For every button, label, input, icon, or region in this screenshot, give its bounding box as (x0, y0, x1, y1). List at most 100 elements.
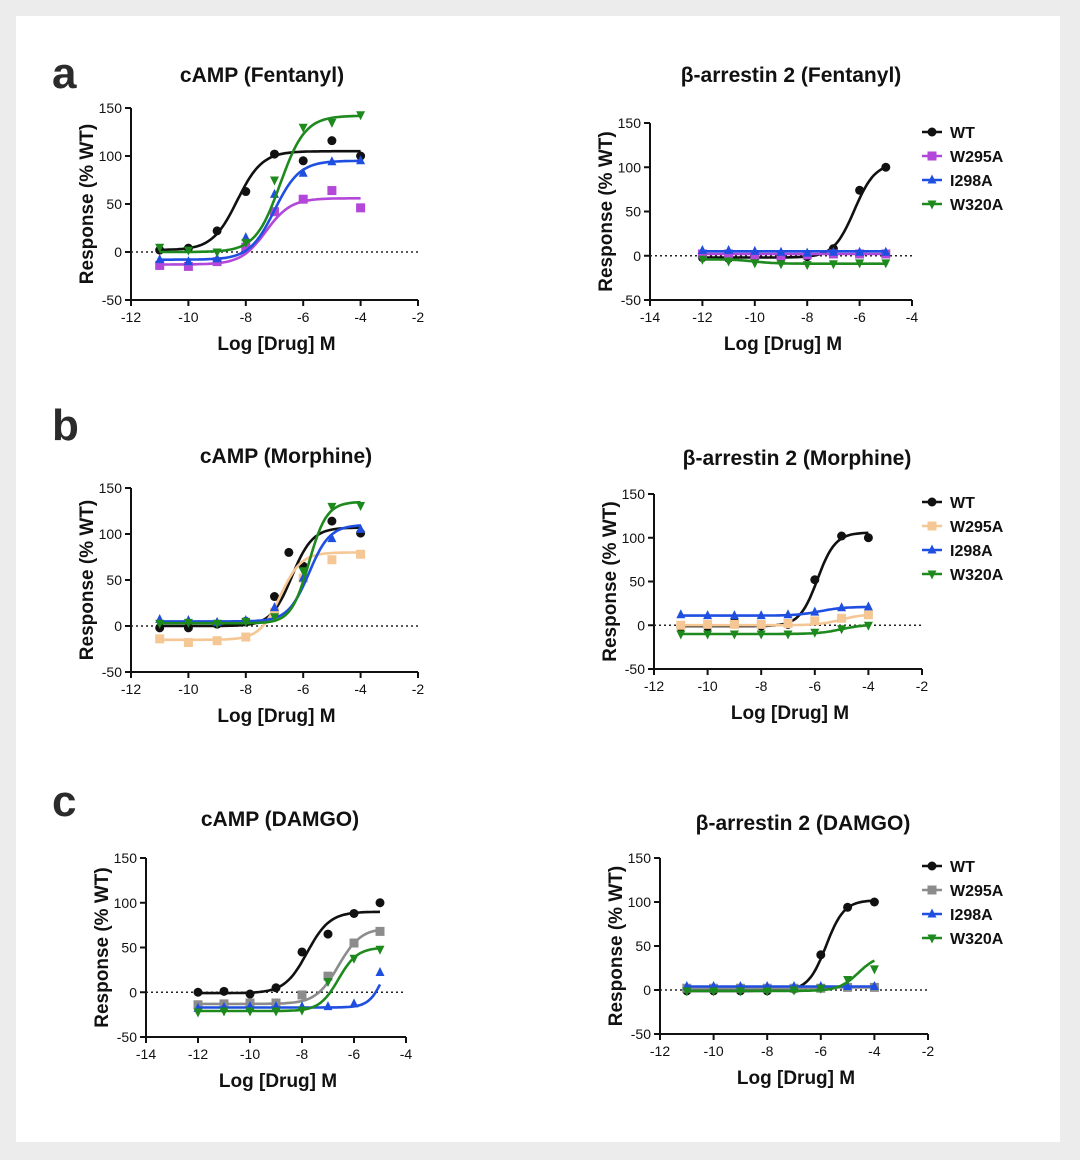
legend-marker (927, 200, 937, 210)
data-point (356, 111, 366, 121)
y-tick-label: -50 (631, 1026, 651, 1042)
data-point (349, 954, 359, 964)
legend-marker (927, 570, 937, 580)
y-axis-label: Response (% WT) (92, 867, 113, 1027)
data-point (709, 987, 719, 997)
data-point (855, 246, 865, 256)
data-point (762, 987, 772, 997)
x-tick-label: -12 (188, 1046, 208, 1062)
data-point (327, 136, 337, 146)
data-point (183, 638, 193, 648)
chart-title: cAMP (Morphine) (200, 445, 372, 468)
data-point (676, 609, 686, 619)
data-point (212, 619, 222, 629)
data-point (349, 998, 359, 1008)
data-point (298, 123, 308, 133)
x-axis-label: Log [Drug] M (737, 1068, 855, 1089)
data-point (783, 609, 793, 619)
data-point (869, 897, 879, 907)
legend-marker (927, 908, 937, 918)
data-point (327, 118, 337, 128)
panel-letter-c: c (52, 777, 76, 826)
x-tick-label: -2 (412, 681, 425, 697)
data-point (729, 630, 739, 640)
data-point (297, 990, 307, 1000)
x-tick-label: -12 (692, 309, 712, 325)
series-w320a (155, 111, 366, 258)
data-point (323, 1001, 333, 1011)
data-point (697, 244, 707, 254)
data-point (756, 630, 766, 640)
y-axis-label: Response (% WT) (600, 501, 621, 661)
data-point (298, 167, 308, 177)
data-point (298, 194, 308, 204)
data-point (869, 965, 879, 975)
legend-label: W320A (950, 931, 1004, 948)
data-point (756, 610, 766, 620)
x-tick-label: -12 (644, 678, 664, 694)
x-tick-label: -4 (862, 678, 875, 694)
data-point (241, 632, 251, 642)
data-point (816, 984, 826, 994)
data-point (756, 619, 766, 629)
data-point (219, 986, 229, 996)
legend-label: W295A (950, 519, 1004, 536)
chart-title: β-arrestin 2 (DAMGO) (696, 812, 911, 835)
data-point (783, 619, 793, 628)
x-tick-label: -10 (697, 678, 717, 694)
data-point (245, 1007, 255, 1017)
chart-camp-damgo: cAMP (DAMGO) -50 0 50 100 150 -14 -12 -10 -8 -6 -4 L… (92, 808, 412, 1092)
y-tick-label: 50 (629, 574, 645, 590)
data-point (863, 601, 873, 611)
data-point (863, 533, 873, 543)
data-point (270, 149, 279, 159)
data-point (676, 620, 686, 630)
legend-label: WT (950, 859, 975, 876)
data-point (212, 636, 222, 646)
data-point (284, 547, 294, 557)
fit-curve (198, 947, 381, 1013)
data-point (323, 971, 333, 981)
series-i298a (697, 244, 891, 257)
y-tick-label: 0 (637, 617, 645, 633)
x-tick-label: -6 (297, 681, 310, 697)
x-tick-label: -6 (815, 1043, 828, 1059)
x-tick-label: -8 (296, 1046, 309, 1062)
x-tick-label: -6 (348, 1046, 361, 1062)
data-point (863, 610, 873, 620)
series-w320a (682, 959, 879, 997)
legend-marker (927, 127, 937, 137)
y-tick-label: 100 (99, 148, 123, 164)
data-point (375, 898, 385, 908)
panel-letter-b: b (52, 401, 79, 450)
x-tick-label: -12 (121, 681, 141, 697)
fit-curve (159, 526, 361, 628)
chart-camp-morphine: cAMP (Morphine) -50 0 50 100 150 -12 -10 -8 -6 -4 -… (77, 445, 424, 727)
data-point (356, 501, 366, 511)
data-point (155, 260, 165, 270)
data-point (183, 261, 193, 271)
legend-label: I298A (950, 907, 993, 924)
x-axis-label: Log [Drug] M (217, 706, 335, 727)
data-point (724, 249, 734, 259)
data-point (810, 628, 820, 638)
legend-label: W295A (950, 883, 1004, 900)
x-tick-label: -4 (354, 309, 367, 325)
fit-curve (159, 197, 361, 266)
x-tick-label: -2 (916, 678, 929, 694)
data-point (837, 602, 847, 612)
y-axis-label: Response (% WT) (77, 124, 98, 284)
data-point (327, 186, 337, 196)
x-tick-label: -10 (178, 309, 198, 325)
x-tick-label: -12 (650, 1043, 670, 1059)
data-point (750, 245, 760, 255)
legend-marker (927, 174, 937, 184)
data-point (356, 549, 366, 559)
legend-marker (927, 544, 937, 554)
legend-marker (927, 885, 937, 895)
y-tick-label: 150 (618, 115, 642, 131)
data-point (155, 619, 165, 629)
data-point (356, 155, 366, 165)
x-axis-label: Log [Drug] M (219, 1071, 337, 1092)
fit-curve (702, 166, 887, 259)
